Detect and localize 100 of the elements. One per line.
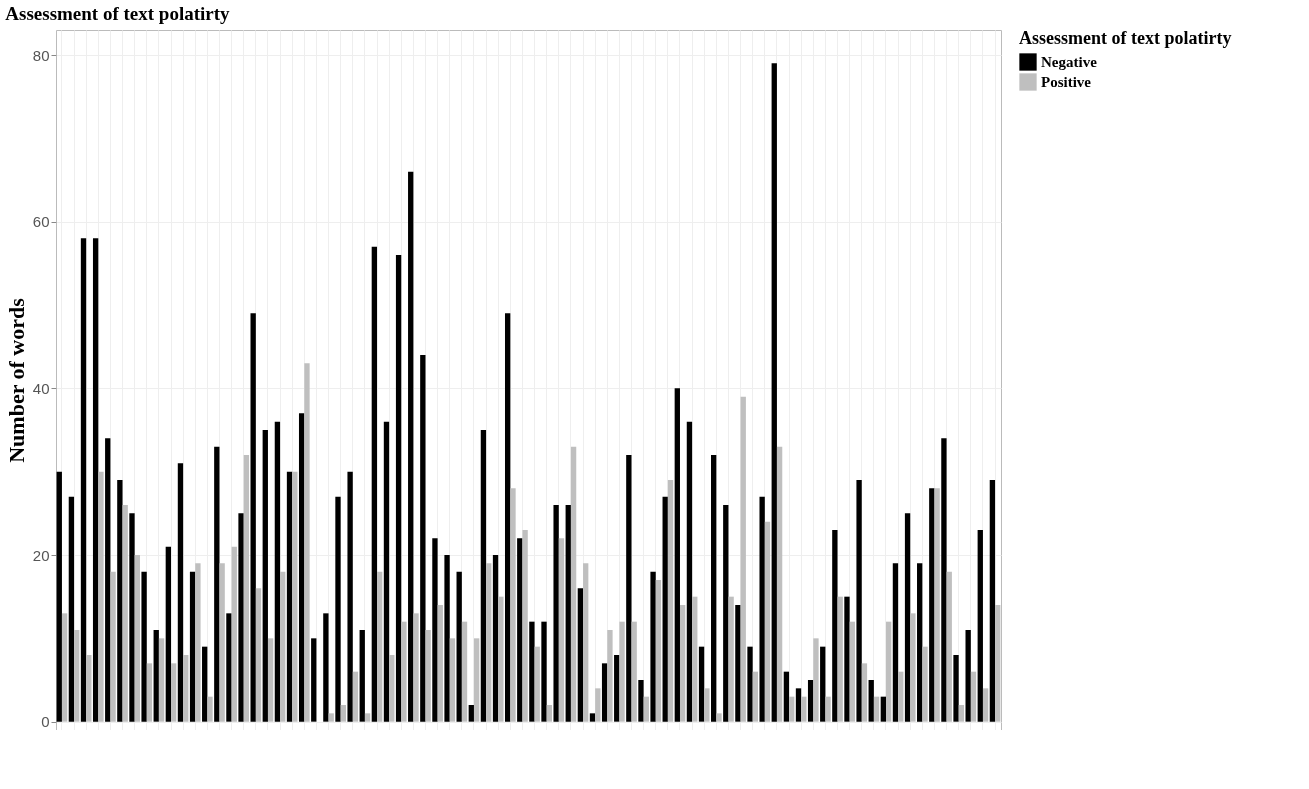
bar <box>667 480 674 722</box>
bar <box>80 238 87 722</box>
bar <box>425 630 431 722</box>
bar <box>298 413 305 722</box>
bar <box>267 638 274 722</box>
bar <box>970 671 977 722</box>
bar <box>771 63 777 722</box>
bar <box>437 605 443 722</box>
bar <box>982 688 989 722</box>
bar <box>420 355 426 722</box>
legend-label: Negative <box>1041 54 1098 70</box>
bar <box>807 680 814 722</box>
bar <box>280 571 286 722</box>
bar <box>638 680 644 722</box>
bar <box>498 596 504 722</box>
bar <box>304 363 310 722</box>
bar <box>517 538 523 722</box>
bar <box>965 630 971 722</box>
bar <box>662 496 668 722</box>
bar <box>941 438 947 722</box>
bar <box>868 680 874 722</box>
bar <box>323 613 329 722</box>
bar <box>643 696 649 722</box>
bar <box>456 571 462 722</box>
y-tick-label: 0 <box>41 713 50 731</box>
bar <box>408 171 414 722</box>
bar <box>686 421 693 722</box>
bar <box>183 655 189 722</box>
chart-title: Assessment of text polatirty <box>5 3 231 24</box>
bar <box>86 655 92 722</box>
bar <box>413 613 419 722</box>
bar <box>262 430 268 722</box>
bar <box>650 571 656 722</box>
bar <box>747 646 753 722</box>
bar <box>134 555 140 722</box>
bar <box>504 313 511 722</box>
bar <box>704 688 710 722</box>
bar <box>953 655 959 722</box>
bar <box>619 621 625 722</box>
bar <box>553 505 559 722</box>
bar <box>861 663 868 722</box>
bar <box>832 530 838 722</box>
bar <box>364 713 371 722</box>
bar <box>486 563 492 722</box>
bar <box>158 638 165 722</box>
bar <box>946 571 952 722</box>
bar <box>873 696 880 722</box>
bar <box>352 671 359 722</box>
bar <box>735 605 741 722</box>
bar <box>56 471 62 722</box>
bar <box>359 630 365 722</box>
bar <box>401 621 407 722</box>
bar <box>68 496 75 722</box>
bar <box>117 480 123 722</box>
bar <box>371 246 378 722</box>
bar <box>311 638 317 722</box>
bar <box>534 646 540 722</box>
bar <box>958 705 965 722</box>
bar <box>898 671 904 722</box>
legend-title: Assessment of text polatirty <box>1019 28 1232 48</box>
bar <box>837 596 843 722</box>
bar <box>655 580 662 722</box>
bar <box>825 696 831 722</box>
bar <box>153 630 159 722</box>
bar <box>886 621 892 722</box>
bar <box>177 463 184 722</box>
bar <box>565 505 571 722</box>
bar <box>202 646 208 722</box>
bar <box>813 638 819 722</box>
bar <box>189 571 196 722</box>
bar <box>546 705 553 722</box>
bar <box>795 688 802 722</box>
y-tick-label: 60 <box>32 213 50 231</box>
bar <box>711 455 717 722</box>
bar <box>238 513 244 722</box>
bar <box>105 438 111 722</box>
bar <box>674 388 680 722</box>
bar <box>558 538 565 722</box>
bar <box>141 571 147 722</box>
bar <box>728 596 734 722</box>
bar <box>250 313 256 722</box>
bar <box>165 546 171 722</box>
bar <box>61 613 68 722</box>
bar <box>74 630 80 722</box>
bar <box>856 480 862 722</box>
bar <box>752 671 759 722</box>
bar <box>849 621 855 722</box>
bar <box>595 688 601 722</box>
bar <box>340 705 346 722</box>
bar <box>377 571 383 722</box>
bar <box>461 621 468 722</box>
bar <box>395 255 402 722</box>
bar <box>146 663 153 722</box>
bar <box>892 563 899 722</box>
bar <box>631 621 637 722</box>
bar <box>989 480 996 722</box>
bar <box>171 663 177 722</box>
bar <box>692 596 698 722</box>
bar <box>444 555 450 722</box>
bar <box>723 505 729 722</box>
